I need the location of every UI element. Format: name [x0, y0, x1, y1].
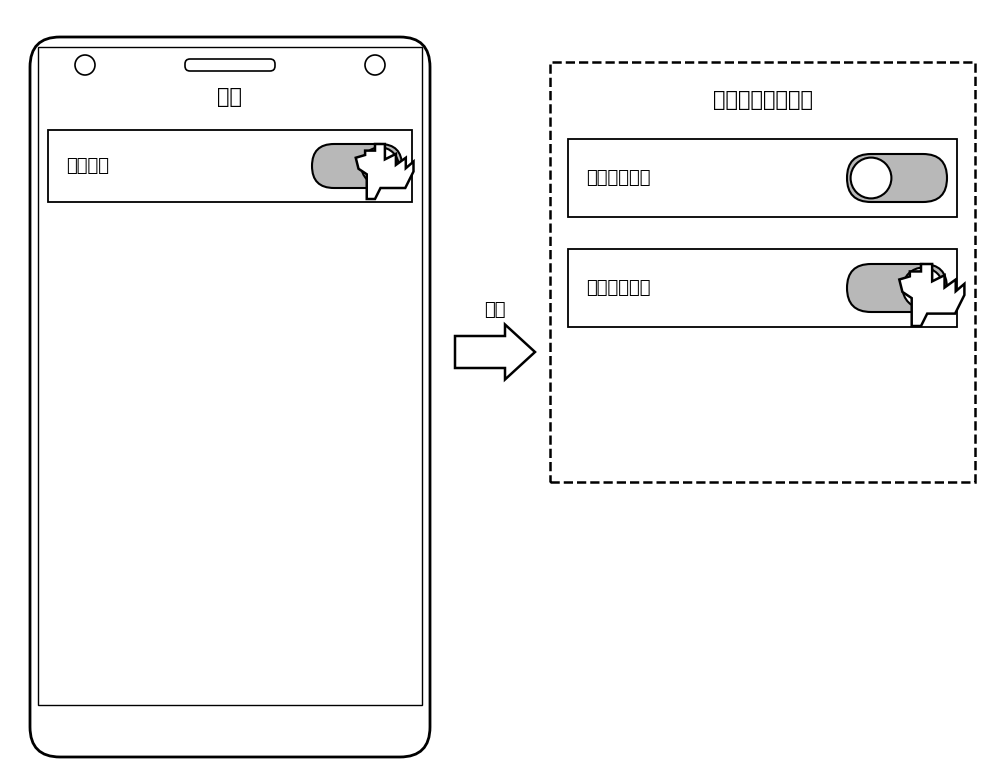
- FancyBboxPatch shape: [550, 62, 975, 482]
- Text: 打开: 打开: [484, 301, 506, 319]
- FancyBboxPatch shape: [568, 139, 957, 217]
- FancyArrow shape: [455, 325, 535, 379]
- FancyBboxPatch shape: [48, 130, 412, 202]
- Circle shape: [365, 55, 385, 75]
- Circle shape: [851, 158, 891, 199]
- FancyBboxPatch shape: [568, 249, 957, 327]
- FancyBboxPatch shape: [30, 37, 430, 757]
- FancyBboxPatch shape: [185, 59, 275, 71]
- FancyBboxPatch shape: [847, 264, 947, 312]
- Text: 手动优化网络: 手动优化网络: [586, 279, 650, 297]
- FancyBboxPatch shape: [312, 144, 402, 188]
- Text: 设置: 设置: [217, 87, 242, 107]
- FancyBboxPatch shape: [38, 47, 422, 705]
- Text: 选择网络优化方式: 选择网络优化方式: [712, 90, 812, 110]
- FancyBboxPatch shape: [847, 154, 947, 202]
- Polygon shape: [356, 144, 414, 199]
- Polygon shape: [899, 264, 964, 326]
- Circle shape: [75, 55, 95, 75]
- Text: 自动优化网络: 自动优化网络: [586, 169, 650, 187]
- Circle shape: [361, 147, 399, 185]
- Circle shape: [903, 267, 943, 308]
- Text: 优化网络: 优化网络: [66, 157, 109, 175]
